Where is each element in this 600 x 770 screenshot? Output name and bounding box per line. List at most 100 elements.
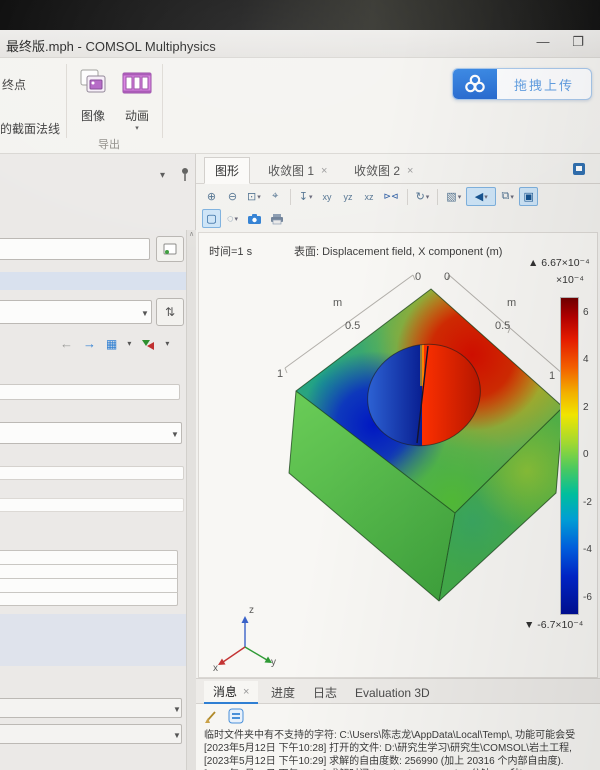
plot-icon[interactable]: ▦	[106, 336, 118, 351]
plot-in-window-icon[interactable]	[141, 338, 155, 350]
tab-label: 消息	[213, 685, 238, 699]
colorbar	[560, 297, 579, 615]
rotate-button[interactable]: ↻ ▾	[415, 191, 430, 203]
close-icon[interactable]: ×	[243, 685, 250, 698]
tab-progress[interactable]: 进度	[262, 681, 304, 704]
drag-upload-button[interactable]: 拖拽上传	[452, 68, 592, 100]
table-row-divider	[0, 578, 178, 579]
zoom-box-button[interactable]: ⊡ ▾	[247, 191, 261, 203]
axis-tick-label: 0	[415, 271, 422, 283]
tab-convergence-1[interactable]: 收敛图 1 ×	[258, 157, 337, 184]
plot-area[interactable]: 时间=1 s 表面: Displacement field, X compone…	[198, 232, 598, 678]
tab-graphics[interactable]: 图形	[204, 157, 251, 184]
snapshot-button[interactable]	[244, 209, 265, 228]
colorbar-tick: 6	[583, 307, 589, 318]
zoom-in-button[interactable]: ⊕	[206, 191, 217, 203]
switch-dataset-button[interactable]: ⇅	[156, 298, 184, 326]
export-group-label: 导出	[98, 139, 120, 151]
pin-icon[interactable]	[179, 166, 191, 182]
restore-button[interactable]: ❐	[572, 34, 584, 49]
scroll-up-icon[interactable]: ∧	[188, 231, 195, 238]
panel-collapse-icon[interactable]: ▾	[160, 170, 166, 181]
panel-scrollbar[interactable]: ∧	[186, 230, 196, 770]
colorbar-min-label: ▼ -6.7×10⁻⁴	[524, 619, 584, 631]
close-icon[interactable]: ×	[407, 164, 414, 177]
default-view-button[interactable]: ↧ ▾	[298, 191, 313, 203]
dataset-select[interactable]: ▼	[0, 300, 152, 324]
toolbar-divider	[437, 188, 439, 205]
tab-label: Evaluation 3D	[355, 685, 430, 700]
settings-panel: ▾ ▼ ⇅ ← → ▦ ▾	[0, 154, 196, 770]
log-line: 临时文件夹中有不支持的字符: C:\Users\陈志龙\AppData\Loca…	[204, 730, 576, 741]
export-image-button[interactable]: 图像	[72, 66, 114, 124]
axis-unit-label: m	[507, 297, 517, 309]
field-row-dropdown[interactable]: ▼	[0, 422, 182, 444]
replace-expression-button[interactable]	[156, 236, 184, 262]
zoom-extents-button[interactable]: ⌖	[272, 190, 279, 202]
graphics-panel: 图形 收敛图 1 × 收敛图 2 × ⊕ ⊖ ⊡ ▾	[196, 154, 600, 770]
tab-log[interactable]: 日志	[304, 681, 346, 704]
zoom-out-button[interactable]: ⊖	[227, 191, 238, 203]
colorbar-tick: -6	[583, 592, 592, 603]
window-title: 最终版.mph - COMSOL Multiphysics	[6, 39, 216, 54]
view-yz-button[interactable]: yz	[343, 191, 353, 202]
view-xy-button[interactable]: xy	[322, 191, 332, 202]
field-row[interactable]	[0, 384, 180, 400]
hole-rim	[367, 343, 481, 447]
select-box-button[interactable]: ▢	[202, 209, 221, 228]
dropdown-icon: ▾	[484, 193, 488, 201]
forward-arrow-icon[interactable]: →	[83, 336, 96, 351]
combo-row[interactable]: ▼	[0, 724, 182, 744]
plot-nav-toolbar: ← → ▦ ▾ ▾	[60, 336, 169, 351]
rotate-center-button[interactable]: ◌ ▾	[226, 212, 239, 225]
close-icon[interactable]: ×	[321, 164, 328, 177]
expression-input[interactable]	[0, 238, 150, 260]
tab-evaluation-3d[interactable]: Evaluation 3D	[346, 681, 439, 704]
ribbon-clipped-label: 终点	[2, 78, 27, 92]
dropdown-icon[interactable]: ▾	[127, 339, 132, 348]
colorbar-tick: -2	[583, 497, 592, 508]
tab-label: 图形	[215, 164, 240, 178]
dropdown-icon: ▾	[308, 193, 313, 201]
clear-messages-icon[interactable]	[204, 708, 222, 724]
copy-image-button[interactable]: ⧉ ▾	[501, 190, 514, 202]
view-xz-button[interactable]: xz	[364, 191, 374, 202]
table-row-divider	[0, 592, 178, 593]
swap-icon: ⇅	[164, 305, 176, 319]
axis-tick-label: 1	[549, 370, 556, 382]
print-button[interactable]	[267, 209, 287, 228]
export-animation-label: 动画	[124, 109, 149, 123]
minimize-button[interactable]: —	[536, 34, 550, 49]
tab-label: 进度	[271, 686, 296, 700]
field-row[interactable]	[0, 466, 184, 480]
orthographic-button[interactable]: ⊳⊲	[383, 191, 399, 201]
go-back-view-button[interactable]: ◀ ▾	[466, 187, 497, 206]
title-bar: 最终版.mph - COMSOL Multiphysics — ❐	[0, 30, 600, 58]
animation-dropdown-icon[interactable]: ▾	[135, 125, 139, 132]
tab-messages[interactable]: 消息 ×	[204, 681, 259, 704]
cube-left-face	[289, 391, 455, 601]
tab-label: 日志	[313, 686, 338, 700]
dropdown-icon: ▾	[457, 193, 462, 201]
select-caret-icon: ▼	[173, 705, 181, 714]
scene-3d[interactable]	[199, 233, 599, 679]
tab-label: 收敛图 1	[268, 164, 315, 178]
tab-convergence-2[interactable]: 收敛图 2 ×	[344, 157, 423, 184]
section-highlight	[0, 614, 186, 666]
coordinate-triad	[218, 616, 272, 665]
axis-tick-label: 0	[444, 271, 451, 283]
axis-tick-label: 1	[277, 368, 284, 380]
triad-z-label: z	[249, 605, 254, 616]
field-row[interactable]	[0, 498, 184, 512]
export-animation-button[interactable]: 动画 ▾	[116, 66, 158, 132]
back-arrow-icon[interactable]: ←	[60, 336, 73, 351]
plot-settings-button[interactable]: ▣	[519, 187, 539, 206]
section-highlight	[0, 272, 186, 290]
dropdown-icon: ▾	[425, 193, 430, 201]
scene-light-button[interactable]: ▧ ▾	[446, 191, 462, 203]
select-caret-icon: ▼	[171, 430, 179, 439]
pane-detach-icon[interactable]	[572, 162, 586, 176]
copy-messages-icon[interactable]	[228, 708, 244, 724]
dropdown-icon[interactable]: ▾	[165, 339, 170, 348]
combo-row[interactable]: ▼	[0, 698, 182, 718]
